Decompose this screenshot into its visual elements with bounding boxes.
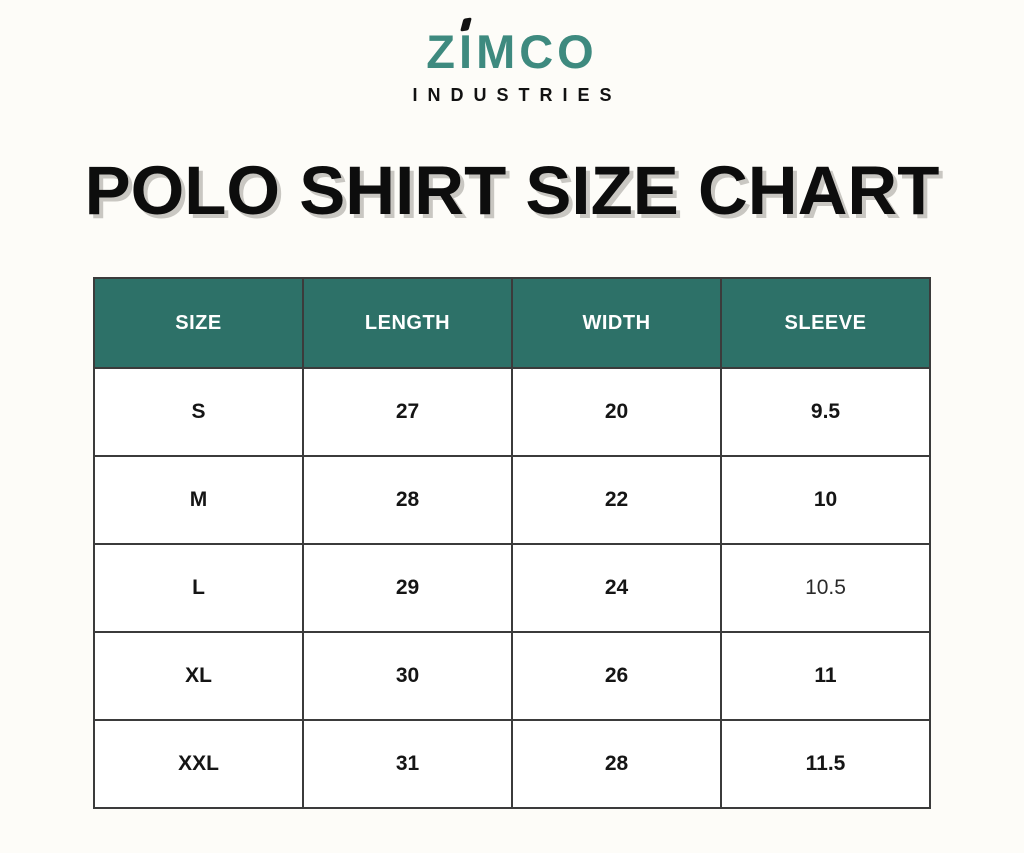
cell-size: L [93,543,304,634]
table-row-m: M 28 22 10 [93,455,931,546]
cell-length: 27 [302,367,513,458]
cell-sleeve: 10.5 [720,543,931,634]
cell-length: 28 [302,455,513,546]
table-row-xl: XL 30 26 11 [93,631,931,722]
cell-size: XXL [93,719,304,810]
logo-subtext: INDUSTRIES [412,85,622,105]
column-header-length: LENGTH [302,277,513,370]
cell-width: 28 [511,719,722,810]
column-header-width: WIDTH [511,277,722,370]
logo-letters-mco: MCO [476,25,598,78]
cell-size: XL [93,631,304,722]
table-row-xxl: XXL 31 28 11.5 [93,719,931,810]
cell-width: 22 [511,455,722,546]
cell-width: 26 [511,631,722,722]
page-title: POLO SHIRT SIZE CHART [84,152,940,229]
cell-width: 24 [511,543,722,634]
logo-letter-i: I [459,25,477,78]
table-row-l: L 29 24 10.5 [93,543,931,634]
cell-sleeve: 10 [720,455,931,546]
cell-length: 30 [302,631,513,722]
cell-length: 29 [302,543,513,634]
logo-letter-i-wrap: I [459,17,477,80]
cell-length: 31 [302,719,513,810]
cell-sleeve: 9.5 [720,367,931,458]
logo-wordmark: Z IMCO [426,17,598,80]
cell-sleeve: 11.5 [720,719,931,810]
brand-logo: Z IMCO INDUSTRIES [0,0,1024,107]
cell-size: M [93,455,304,546]
column-header-size: SIZE [93,277,304,370]
cell-sleeve: 11 [720,631,931,722]
table-header-row: SIZE LENGTH WIDTH SLEEVE [93,277,931,370]
table-row-s: S 27 20 9.5 [93,367,931,458]
logo-letter-z: Z [426,25,459,78]
size-chart-table: SIZE LENGTH WIDTH SLEEVE S 27 20 9.5 M 2… [93,277,931,810]
cell-size: S [93,367,304,458]
column-header-sleeve: SLEEVE [720,277,931,370]
cell-width: 20 [511,367,722,458]
